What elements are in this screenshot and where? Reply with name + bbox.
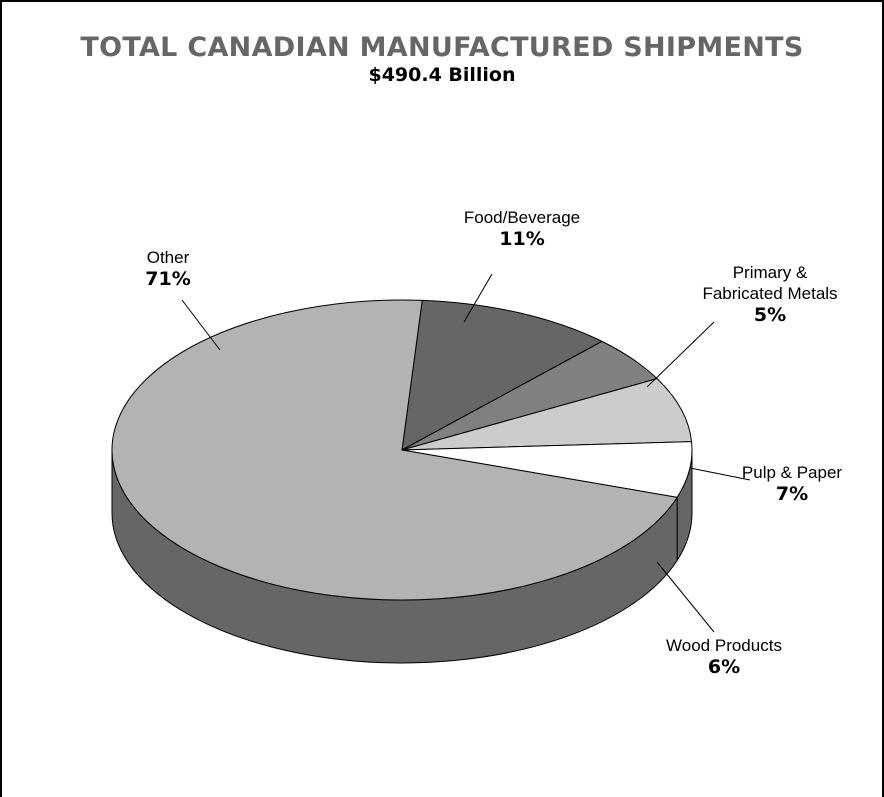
leader-line	[646, 321, 715, 388]
value-label: 6%	[707, 656, 741, 678]
pie-slice	[401, 378, 693, 451]
slice-label: Pulp & Paper 7%	[692, 462, 882, 506]
leader-line	[689, 467, 751, 481]
slice-label: Primary & Fabricated Metals 5%	[695, 262, 845, 327]
category-label: Other	[146, 248, 190, 267]
chart-title: TOTAL CANADIAN MANUFACTURED SHIPMENTS	[80, 32, 804, 63]
pie-slice	[401, 299, 604, 451]
leader-line	[656, 561, 715, 633]
value-label: 7%	[775, 483, 809, 505]
category-label: Food/Beverage	[463, 208, 581, 227]
pie-slice	[111, 299, 679, 601]
value-label: 11%	[499, 228, 545, 250]
slice-label: Other 71%	[68, 247, 268, 291]
leader-line	[181, 299, 221, 351]
category-label: Wood Products	[666, 636, 782, 655]
value-label: 71%	[145, 268, 191, 290]
chart-subtitle: $490.4 Billion	[368, 64, 516, 86]
slice-label: Wood Products 6%	[624, 635, 824, 679]
category-label: Primary & Fabricated Metals	[702, 263, 838, 303]
slice-label: Food/Beverage 11%	[422, 207, 622, 251]
category-label: Pulp & Paper	[741, 463, 843, 482]
leader-line	[463, 273, 493, 323]
value-label: 5%	[753, 304, 787, 326]
